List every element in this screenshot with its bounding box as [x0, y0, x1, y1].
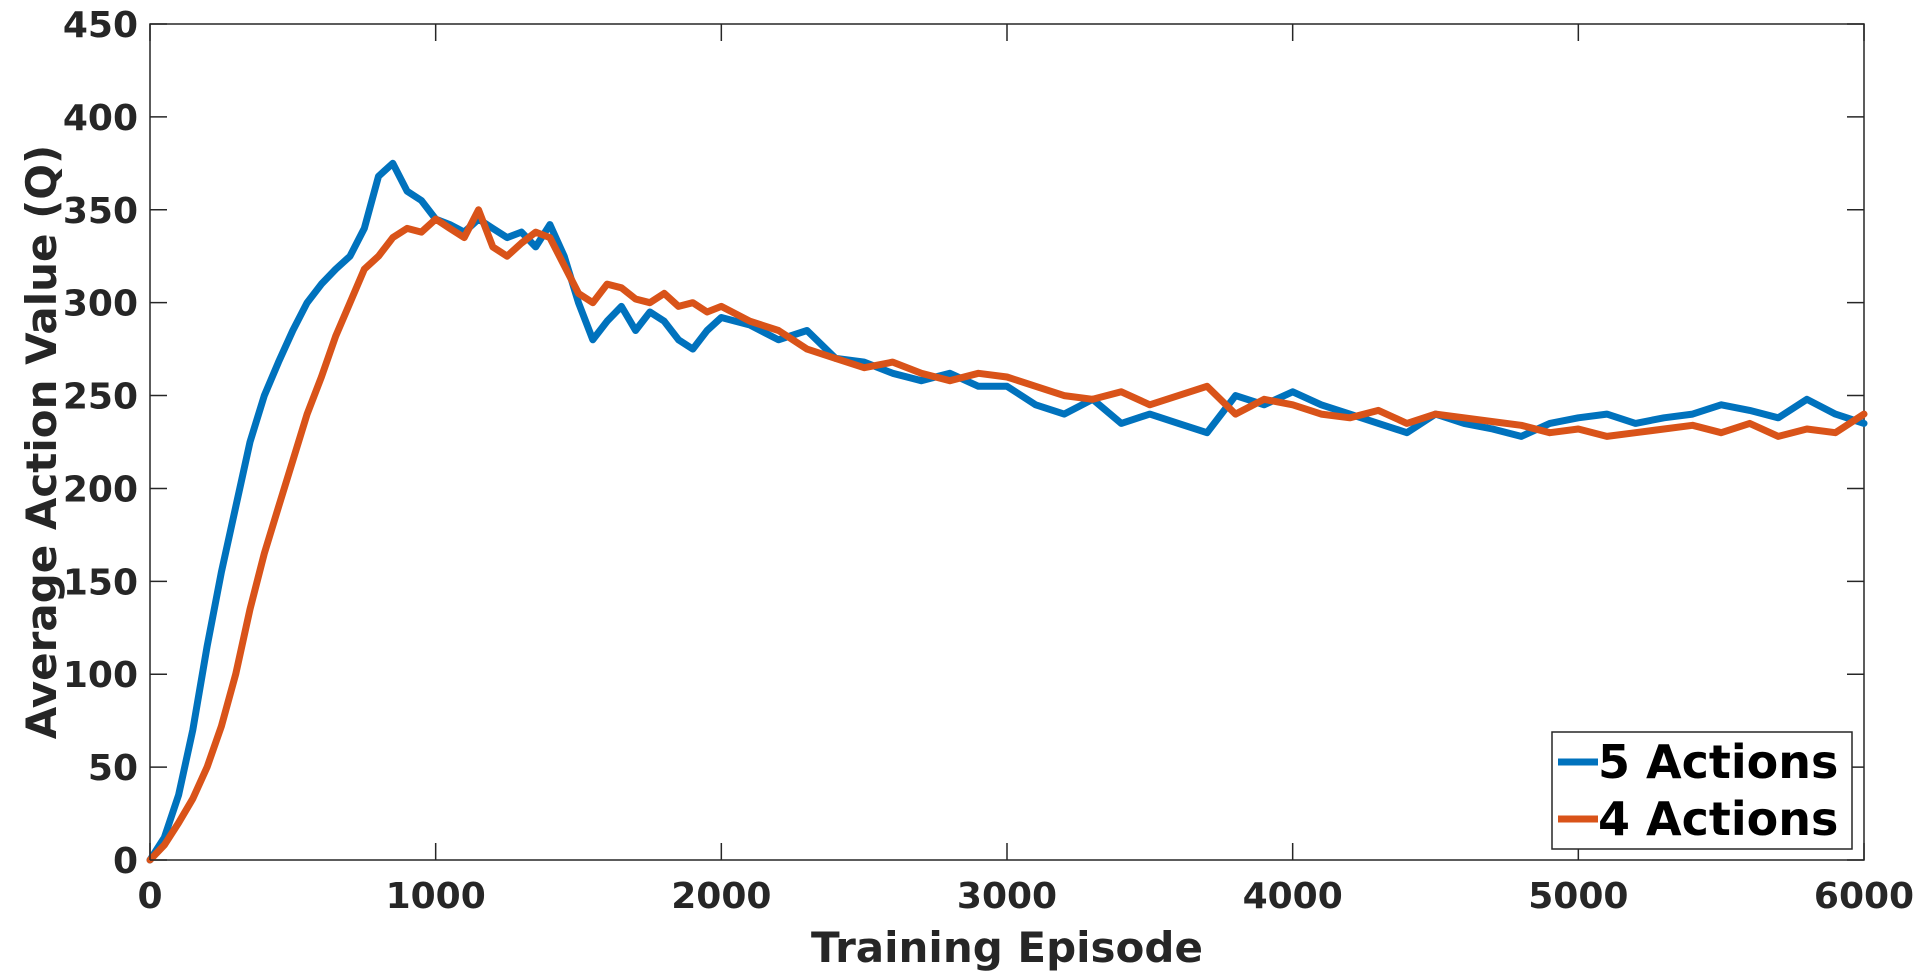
plot-area [146, 23, 1868, 864]
series-layer [146, 159, 1868, 864]
legend-label-5-actions: 5 Actions [1598, 735, 1838, 789]
legend-box [1551, 731, 1853, 850]
y-tick-label: 200 [63, 469, 138, 510]
y-tick-label: 450 [63, 5, 138, 46]
y-tick-label: 350 [63, 191, 138, 232]
plot-frame [149, 23, 1865, 861]
y-tick-label: 100 [63, 655, 138, 696]
legend-label-4-actions: 4 Actions [1598, 792, 1838, 846]
y-axis-label: Average Action Value (Q) [17, 145, 66, 739]
x-tick-label: 6000 [1814, 876, 1914, 917]
x-tick-labels: 0 1000 2000 3000 4000 5000 6000 [137, 876, 1914, 917]
series-line-5-actions [146, 159, 1868, 864]
y-tick-labels: 0 50 100 150 200 250 300 350 400 450 [63, 5, 138, 882]
y-tick-label: 250 [63, 377, 138, 418]
x-tick-label: 4000 [1243, 876, 1343, 917]
legend: 5 Actions 4 Actions [1551, 731, 1853, 850]
x-axis-label: Training Episode [811, 923, 1203, 972]
x-tick-label: 5000 [1528, 876, 1628, 917]
y-tick-label: 150 [63, 562, 138, 603]
x-tick-label: 2000 [671, 876, 771, 917]
y-tick-label: 0 [113, 841, 138, 882]
x-tick-label: 1000 [386, 876, 486, 917]
x-tick-label: 0 [137, 876, 162, 917]
y-tick-label: 300 [63, 284, 138, 325]
y-tick-label: 50 [88, 748, 138, 789]
tick-layer [149, 23, 1865, 861]
x-tick-label: 3000 [957, 876, 1057, 917]
y-tick-label: 400 [63, 98, 138, 139]
series-line-4-actions [146, 206, 1868, 864]
